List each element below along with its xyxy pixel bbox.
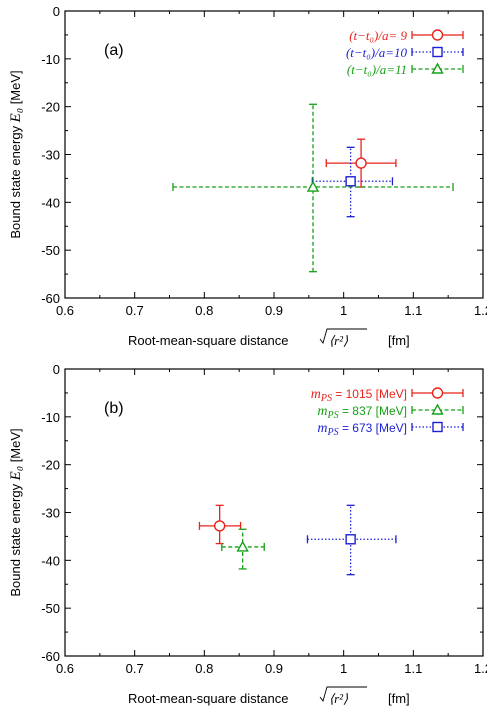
legend-label: (t−t₀)/a=10 — [346, 45, 408, 60]
y-tick-label: -20 — [41, 100, 60, 115]
x-tick-label: 1 — [340, 303, 347, 318]
y-tick-label: -40 — [41, 195, 60, 210]
panel-label: (b) — [104, 400, 124, 417]
plot-frame — [64, 368, 484, 657]
series-2: mPS = 837 [MeV] — [221, 403, 464, 570]
legend-name: (t−t₀)/a= 9 — [349, 28, 407, 43]
legend-subscript: PS — [320, 393, 332, 404]
x-tick-label: 0.8 — [195, 661, 213, 676]
y-axis-unit: [MeV] — [8, 70, 23, 108]
x-axis-unit: [fm] — [388, 691, 410, 706]
panel-b: 0.6 0.7 0.8 0.9 1 1.1 1.2 0 -10 -20 -30 -40 -50 -60 (b… — [8, 362, 487, 706]
panel-a: 0.6 0.7 0.8 0.9 1 1.1 1.2 0 -10 -20 -30 -40 -50 -60 (a… — [8, 4, 487, 348]
y-tick-label: -60 — [41, 291, 60, 306]
series-1: mPS = 1015 [MeV] — [198, 387, 464, 545]
legend-label: mPS = 1015 [MeV] — [311, 387, 407, 404]
legend-symbol: m — [311, 387, 321, 402]
legend-symbol: m — [317, 404, 327, 419]
data-point-marker — [306, 180, 320, 192]
legend-value: = 1015 [MeV] — [332, 387, 407, 401]
legend-value: = 673 [MeV] — [339, 421, 407, 435]
plot-frame — [64, 10, 484, 299]
y-axis-symbol: E₀ — [8, 108, 24, 123]
x-axis-sqrt-arg: ⟨r²⟩ — [329, 691, 348, 706]
x-axis-sqrt-arg: ⟨r²⟩ — [329, 333, 348, 348]
legend-label: (t−t₀)/a=11 — [347, 62, 407, 77]
legend-name: (t−t₀)/a=11 — [347, 62, 407, 77]
x-tick-label: 0.7 — [126, 661, 144, 676]
y-tick-label: -30 — [41, 148, 60, 163]
legend-marker — [432, 46, 443, 58]
legend-label: (t−t₀)/a= 9 — [349, 28, 407, 43]
sqrt-sign — [319, 328, 367, 344]
x-axis-unit: [fm] — [388, 333, 410, 348]
x-tick-label: 0.9 — [265, 303, 283, 318]
panel-label: (a) — [104, 42, 124, 59]
y-tick-label: -10 — [41, 410, 60, 425]
data-point-marker — [236, 540, 249, 552]
sqrt-sign — [319, 686, 367, 702]
y-axis-symbol: E₀ — [8, 466, 24, 481]
series-1: (t−t₀)/a= 9 — [325, 28, 464, 188]
x-axis-label: Root-mean-square distance — [128, 333, 288, 348]
y-axis-unit: [MeV] — [8, 428, 23, 466]
legend-label: mPS = 837 [MeV] — [317, 404, 407, 421]
data-point-marker — [345, 176, 356, 187]
legend-value: = 837 [MeV] — [339, 404, 407, 418]
x-tick-label: 1.1 — [404, 661, 422, 676]
y-axis-label: Bound state energy E₀ [MeV] — [8, 428, 24, 596]
x-tick-label: 1.1 — [404, 303, 422, 318]
y-tick-label: 0 — [53, 4, 60, 19]
y-axis-label-group: Bound state energy E₀ [MeV] — [8, 428, 24, 596]
y-tick-label: -50 — [41, 601, 60, 616]
x-tick-label: 0.8 — [195, 303, 213, 318]
y-tick-label: 0 — [53, 362, 60, 377]
legend-subscript: PS — [327, 410, 339, 421]
series-3: (t−t₀)/a=11 — [172, 62, 464, 273]
legend-marker — [431, 387, 444, 399]
y-tick-label: -10 — [41, 52, 60, 67]
y-axis-label: Bound state energy E₀ [MeV] — [8, 70, 24, 238]
y-axis-label-text: Bound state energy — [8, 122, 23, 238]
x-tick-label: 0.9 — [265, 661, 283, 676]
x-tick-label: 1.2 — [474, 303, 487, 318]
y-tick-label: -40 — [41, 553, 60, 568]
legend-name: (t−t₀)/a=10 — [346, 45, 408, 60]
y-axis-label-text: Bound state energy — [8, 480, 23, 596]
legend-marker — [431, 403, 444, 415]
data-point-marker — [213, 520, 226, 532]
x-tick-label: 1 — [340, 661, 347, 676]
legend-marker — [432, 421, 443, 433]
y-tick-label: -20 — [41, 458, 60, 473]
legend-marker — [431, 62, 444, 74]
x-tick-label: 1.2 — [474, 661, 487, 676]
x-tick-label: 0.7 — [126, 303, 144, 318]
x-tick-label: 0.6 — [56, 661, 74, 676]
data-point-marker — [345, 534, 356, 545]
x-axis-label: Root-mean-square distance — [128, 691, 288, 706]
x-tick-label: 0.6 — [56, 303, 74, 318]
y-axis-label-group: Bound state energy E₀ [MeV] — [8, 70, 24, 238]
y-tick-label: -30 — [41, 506, 60, 521]
legend-subscript: PS — [327, 427, 339, 438]
y-tick-label: -50 — [41, 243, 60, 258]
legend-symbol: m — [317, 421, 327, 436]
legend-label: mPS = 673 [MeV] — [317, 421, 407, 438]
legend-marker — [431, 29, 444, 41]
series-3: mPS = 673 [MeV] — [306, 421, 464, 576]
series-2: (t−t₀)/a=10 — [311, 45, 464, 218]
y-tick-label: -60 — [41, 649, 60, 664]
data-point-marker — [355, 157, 367, 169]
